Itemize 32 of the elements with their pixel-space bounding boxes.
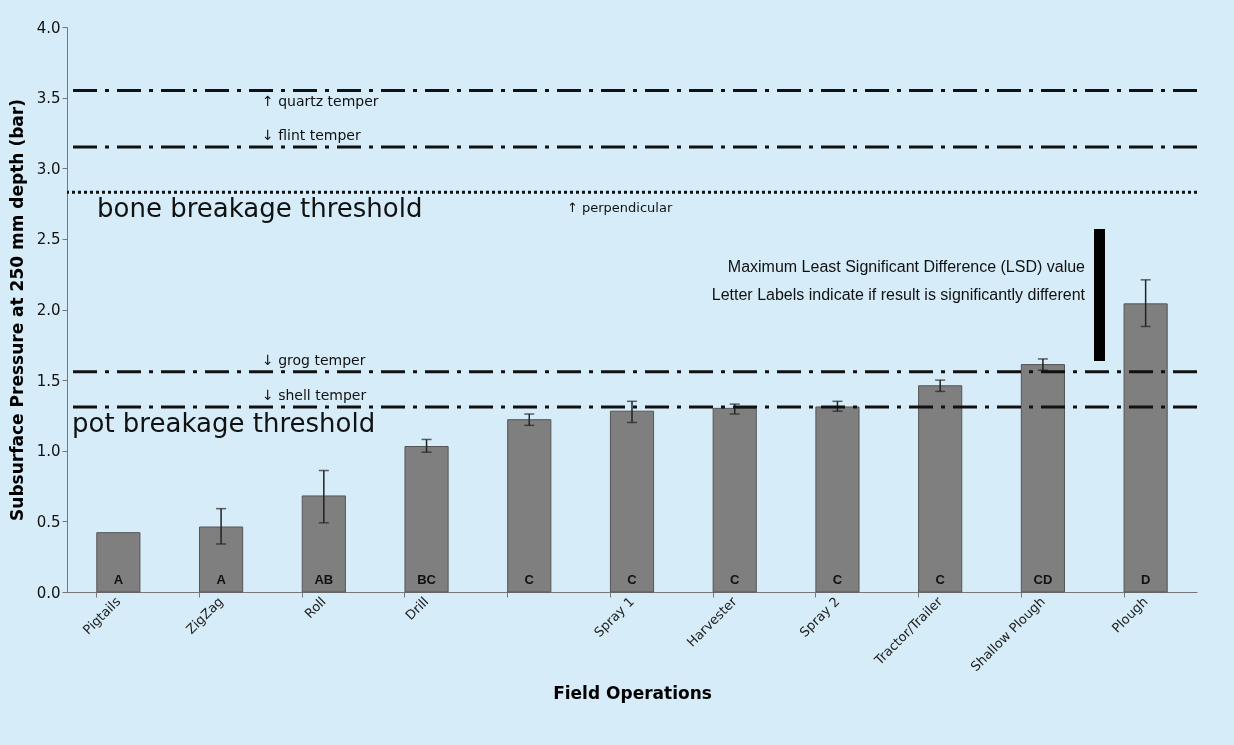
y-axis-title: Subsurface Pressure at 250 mm depth (bar) — [6, 99, 27, 521]
data-label: C — [627, 572, 638, 587]
data-label: A — [113, 572, 124, 587]
x-axis-title: Field Operations — [553, 683, 712, 704]
y-tick-label: 3.5 — [36, 89, 61, 108]
y-tick-label: 2.5 — [36, 230, 61, 249]
y-tick-label: 1.5 — [36, 371, 61, 390]
annotation: pot breakage threshold — [72, 407, 376, 438]
annotation: ↑ perpendicular — [567, 199, 673, 215]
y-tick-label: 2.0 — [36, 301, 61, 319]
ref-line-label: ↓ grog temper — [262, 351, 366, 368]
data-label: AB — [314, 572, 334, 587]
x-tick-label: Roll — [301, 593, 329, 622]
data-label: C — [832, 572, 843, 587]
data-label: C — [935, 572, 946, 587]
ref-line-label: bone breakage threshold — [97, 193, 423, 224]
y-tick-label: 0.0 — [36, 583, 61, 602]
y-tick-label: 0.5 — [36, 512, 61, 531]
annotation: Maximum Least Significant Difference (LSD) value — [727, 258, 1086, 276]
data-label: D — [1140, 572, 1151, 587]
ref-line-label: ↑ quartz temper — [262, 92, 379, 109]
annotation: Letter Labels indicate if result is significantly different — [711, 286, 1086, 304]
ref-line-label: ↓ flint temper — [262, 127, 361, 144]
data-label: C — [730, 572, 741, 587]
data-label: BC — [417, 572, 437, 587]
y-tick-label: 1.0 — [36, 442, 61, 461]
data-label: CD — [1033, 572, 1053, 587]
y-tick-label: 3.0 — [36, 159, 61, 178]
ref-line-label: ↓ shell temper — [262, 386, 367, 403]
data-label: C — [524, 572, 535, 587]
y-tick-label: 4.0 — [36, 18, 61, 37]
data-label: A — [216, 572, 227, 587]
